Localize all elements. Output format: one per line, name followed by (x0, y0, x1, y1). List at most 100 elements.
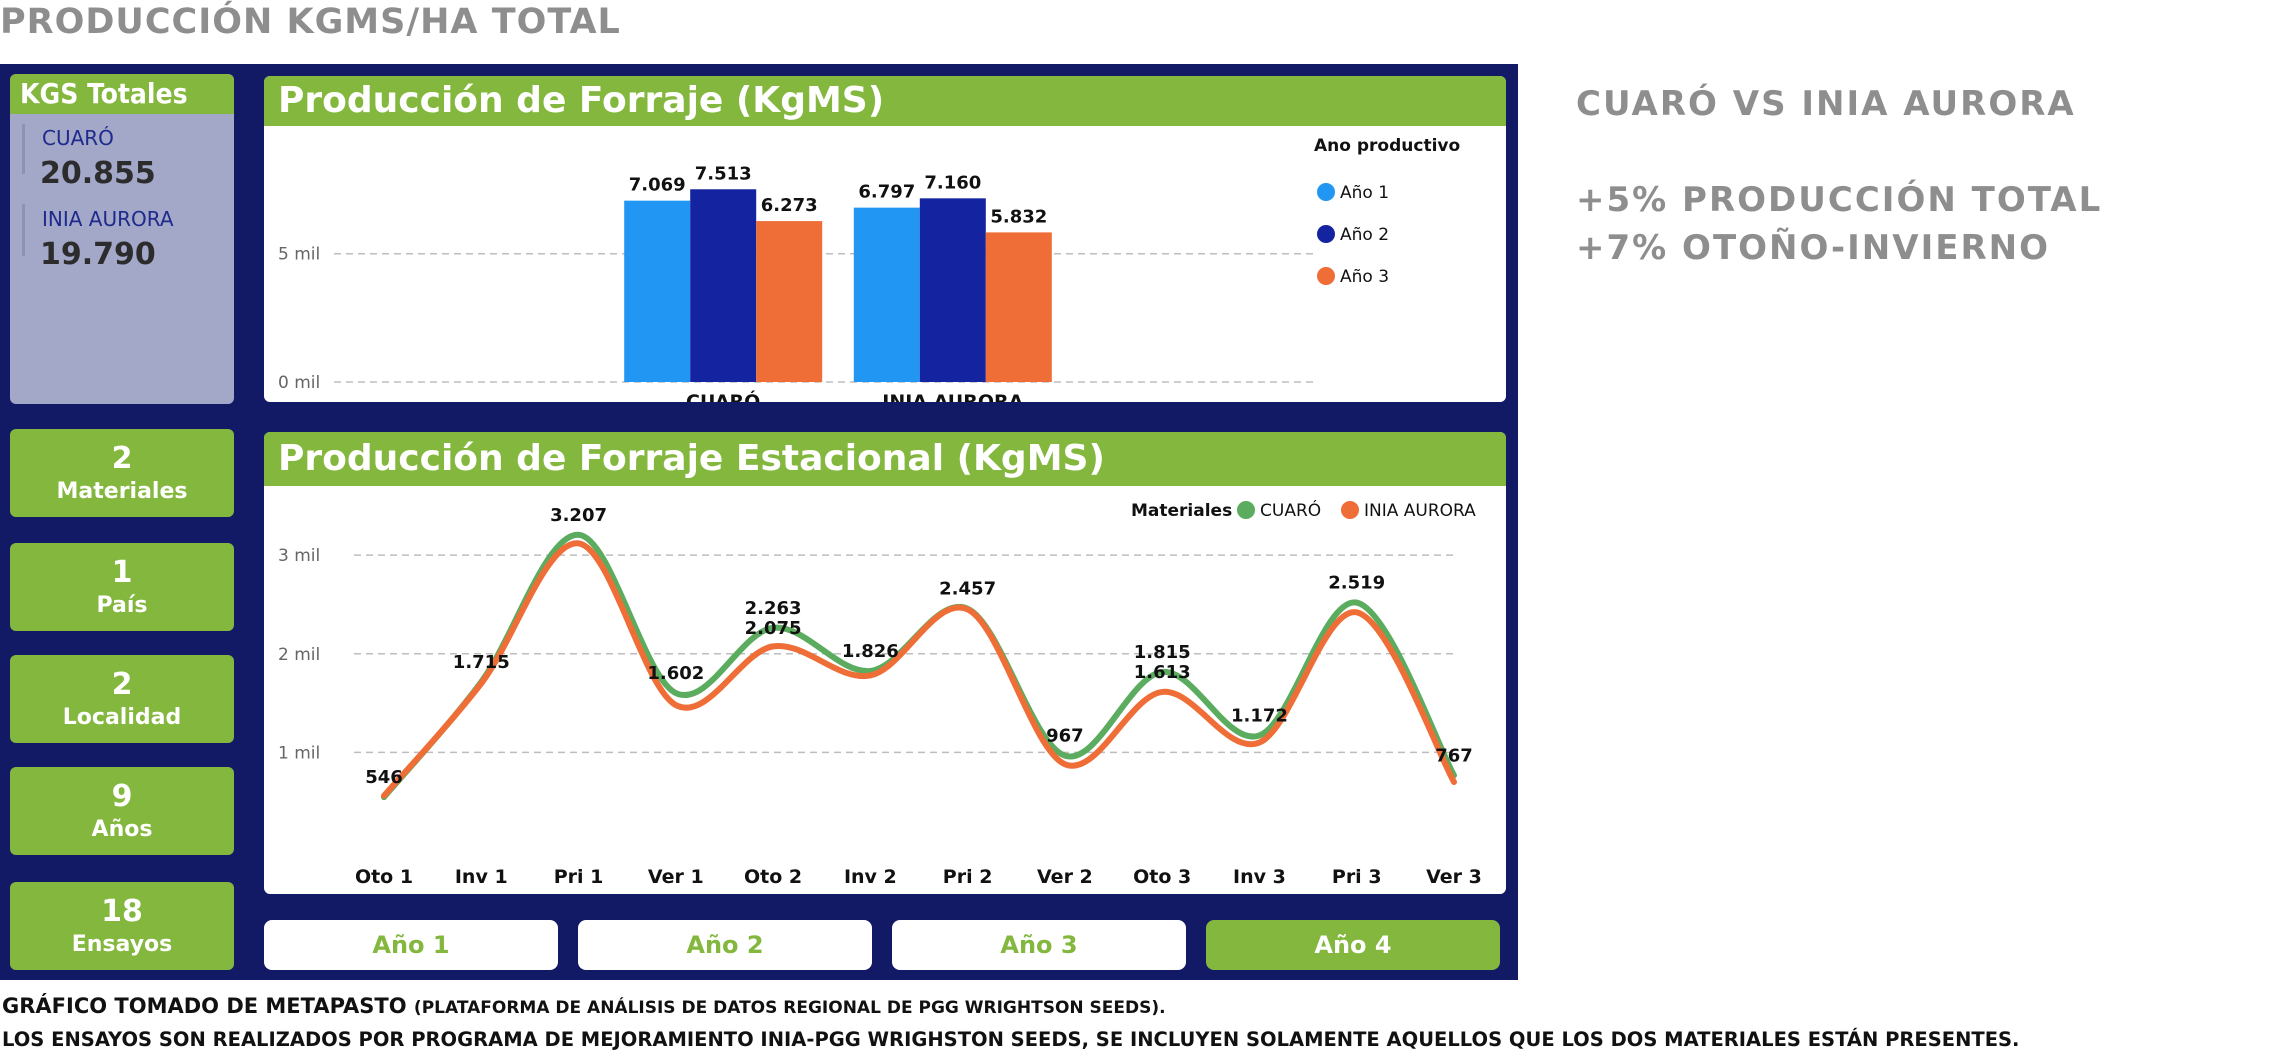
point-data-label: 1.613 (1134, 662, 1191, 683)
stat-value: 9 (111, 779, 133, 814)
footer-source-main: GRÁFICO TOMADO DE METAPASTO (2, 994, 407, 1018)
line-chart-title: Producción de Forraje Estacional (KgMS) (264, 432, 1506, 486)
point-data-label: 2.519 (1328, 573, 1385, 594)
stat-label: Materiales (56, 479, 188, 504)
x-tick-label: Oto 3 (1133, 866, 1191, 888)
comparison-otono-invierno: +7% OTOÑO-INVIERNO (1576, 228, 2050, 268)
legend-marker (1317, 267, 1335, 285)
year-button-4[interactable]: Año 4 (1206, 920, 1500, 970)
x-category-label: CUARÓ (686, 389, 760, 402)
x-tick-label: Oto 2 (744, 866, 802, 888)
point-data-label: 2.075 (745, 618, 802, 639)
bar-chart-title: Producción de Forraje (KgMS) (264, 76, 1506, 126)
legend-title: Materiales (1131, 501, 1232, 521)
x-tick-label: Inv 2 (844, 866, 897, 888)
x-tick-label: Ver 1 (648, 866, 704, 888)
y-tick-label: 2 mil (278, 645, 320, 665)
x-tick-label: Pri 3 (1332, 866, 1382, 888)
legend-title: Ano productivo (1314, 136, 1460, 156)
year-button-3[interactable]: Año 3 (892, 920, 1186, 970)
y-tick-label: 0 mil (278, 373, 320, 393)
kgs-aurora-label: INIA AURORA (42, 207, 174, 231)
point-data-label: 2.263 (745, 598, 802, 619)
point-data-label: 967 (1046, 726, 1084, 747)
stat-label: Localidad (62, 705, 182, 730)
bar-data-label: 7.513 (695, 163, 752, 184)
stat-label: Años (91, 817, 153, 842)
bar-data-label: 7.069 (629, 175, 686, 196)
comparison-heading: CUARÓ VS INIA AURORA (1576, 84, 2076, 124)
bar-data-label: 7.160 (924, 172, 981, 193)
kgs-cuaro-label: CUARÓ (42, 126, 114, 150)
point-data-label: 1.815 (1134, 642, 1191, 663)
kgs-divider (22, 204, 25, 256)
stat-materiales: 2 Materiales (10, 429, 234, 517)
series-line (381, 540, 1457, 799)
x-tick-label: Oto 1 (355, 866, 413, 888)
stat-anos: 9 Años (10, 767, 234, 855)
bar (853, 207, 920, 382)
stat-localidad: 2 Localidad (10, 655, 234, 743)
stat-value: 2 (111, 441, 133, 476)
stat-label: País (96, 593, 148, 618)
dashboard: KGS Totales CUARÓ 20.855 INIA AURORA 19.… (0, 64, 1518, 980)
legend-label: INIA AURORA (1364, 501, 1476, 521)
bar-chart-card: Producción de Forraje (KgMS) 0 mil 5 mil 7… (264, 76, 1506, 402)
stat-label: Ensayos (71, 932, 173, 957)
bar-data-label: 5.832 (990, 206, 1047, 227)
bar-chart-svg: 0 mil 5 mil 7.069 7.513 6.273 CUARÓ 6.797 7.160… (278, 136, 1460, 402)
legend-marker (1317, 225, 1335, 243)
point-data-label: 2.457 (939, 579, 996, 600)
legend-marker (1317, 183, 1335, 201)
footer-source: GRÁFICO TOMADO DE METAPASTO (PLATAFORMA … (2, 994, 1166, 1018)
line-chart-card: Producción de Forraje Estacional (KgMS) … (264, 432, 1506, 894)
legend-label: Año 1 (1340, 183, 1389, 203)
bar-data-label: 6.273 (761, 195, 818, 216)
footer-note: LOS ENSAYOS SON REALIZADOS POR PROGRAMA … (2, 1028, 2020, 1051)
stat-value: 2 (111, 667, 133, 702)
x-category-label: INIA AURORA (882, 391, 1023, 402)
kgs-totales-card: KGS Totales CUARÓ 20.855 INIA AURORA 19.… (10, 74, 234, 404)
stat-value: 1 (111, 555, 133, 590)
bar (690, 189, 757, 382)
footer-source-detail: (PLATAFORMA DE ANÁLISIS DE DATOS REGIONA… (413, 998, 1166, 1018)
point-data-label: 1.826 (842, 641, 899, 662)
legend-label: Año 3 (1340, 267, 1389, 287)
page-title: PRODUCCIÓN KGMS/HA TOTAL (0, 2, 621, 42)
bar (756, 221, 823, 382)
y-tick-label: 5 mil (278, 245, 320, 265)
point-data-label: 1.172 (1231, 705, 1288, 726)
bar (985, 232, 1052, 382)
x-tick-label: Ver 3 (1426, 866, 1482, 888)
stat-value: 18 (101, 894, 143, 929)
y-tick-label: 3 mil (278, 546, 320, 566)
legend-label: Año 2 (1340, 225, 1389, 245)
kgs-totales-title: KGS Totales (10, 74, 234, 114)
point-data-label: 3.207 (550, 505, 607, 526)
bar (624, 200, 691, 382)
kgs-aurora-value: 19.790 (40, 237, 156, 272)
point-data-label: 767 (1435, 745, 1473, 766)
year-button-1[interactable]: Año 1 (264, 920, 558, 970)
x-tick-label: Inv 1 (455, 866, 508, 888)
y-tick-label: 1 mil (278, 743, 320, 763)
point-data-label: 1.602 (647, 663, 704, 684)
x-tick-label: Ver 2 (1037, 866, 1093, 888)
stat-ensayos: 18 Ensayos (10, 882, 234, 970)
legend-label: CUARÓ (1260, 499, 1321, 521)
legend-marker (1341, 501, 1359, 519)
year-button-2[interactable]: Año 2 (578, 920, 872, 970)
bar (919, 198, 986, 382)
bar-data-label: 6.797 (858, 182, 915, 203)
x-tick-label: Pri 1 (554, 866, 604, 888)
kgs-cuaro-value: 20.855 (40, 156, 156, 191)
x-tick-label: Inv 3 (1233, 866, 1286, 888)
x-tick-label: Pri 2 (943, 866, 993, 888)
legend-marker (1237, 501, 1255, 519)
comparison-total: +5% PRODUCCIÓN TOTAL (1576, 180, 2103, 220)
stat-pais: 1 País (10, 543, 234, 631)
point-data-label: 546 (365, 767, 403, 788)
kgs-divider (22, 124, 25, 174)
point-data-label: 1.715 (453, 652, 510, 673)
